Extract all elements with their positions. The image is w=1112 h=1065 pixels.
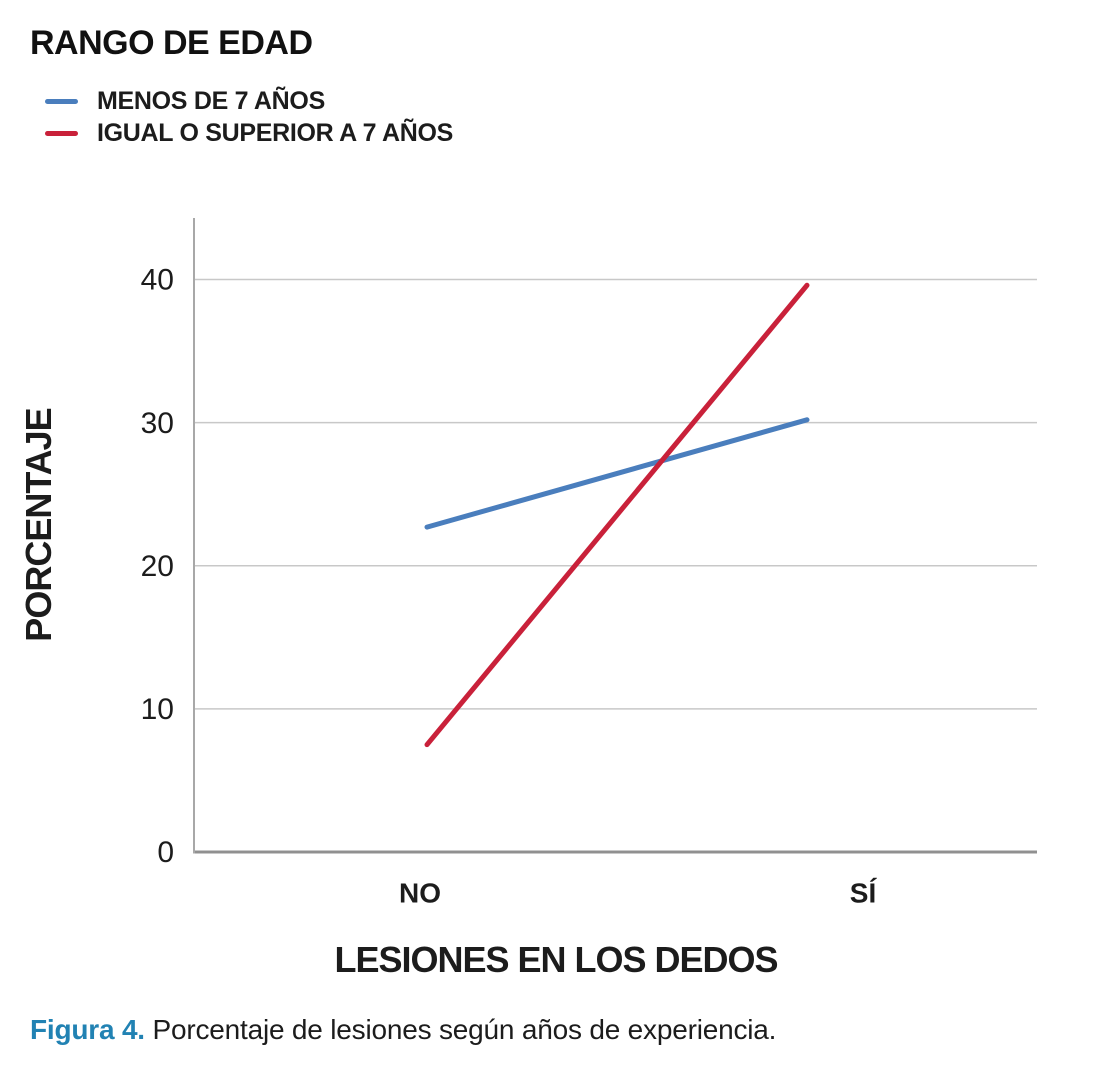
y-tick-label-20: 20 [141,550,174,583]
plot-area: 0 10 20 30 40 NO SÍ [141,218,1037,909]
chart-legend: RANGO DE EDAD MENOS DE 7 AÑOS IGUAL O SU… [30,24,453,147]
figure-caption-number: Figura 4. [30,1014,145,1045]
legend-line-swatch-red [45,130,78,136]
figure-caption: Figura 4. Porcentaje de lesiones según a… [30,1012,776,1047]
legend-item-igual-superior-7: IGUAL O SUPERIOR A 7 AÑOS [45,119,453,147]
legend-title: RANGO DE EDAD [30,24,313,62]
y-tick-label-10: 10 [141,693,174,726]
y-tick-label-40: 40 [141,264,174,297]
y-tick-label-0: 0 [157,836,174,869]
legend-items: MENOS DE 7 AÑOS IGUAL O SUPERIOR A 7 AÑO… [30,87,453,147]
legend-item-menos-7: MENOS DE 7 AÑOS [45,87,453,115]
legend-item-label: MENOS DE 7 AÑOS [97,86,325,115]
legend-item-label: IGUAL O SUPERIOR A 7 AÑOS [97,118,453,147]
series-line-menos-7 [424,417,810,530]
x-category-label-no: NO [399,878,441,909]
figure-caption-text: Porcentaje de lesiones según años de exp… [152,1014,777,1045]
x-category-label-si: SÍ [850,878,878,909]
y-tick-label-30: 30 [141,407,174,440]
legend-line-swatch-blue [45,98,78,104]
x-axis-title: LESIONES EN LOS DEDOS [334,939,778,980]
series-line-igual-superior-7 [424,282,810,748]
